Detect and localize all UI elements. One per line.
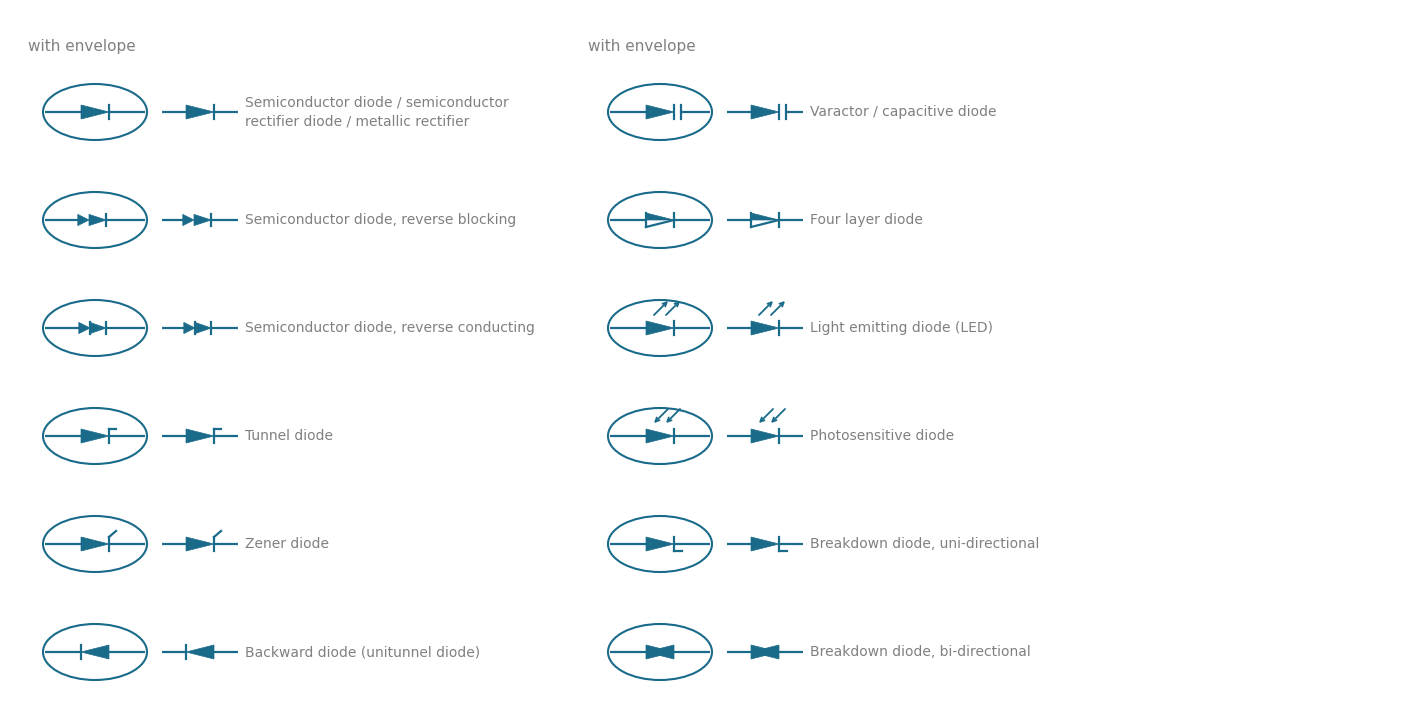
Text: Varactor / capacitive diode: Varactor / capacitive diode bbox=[810, 105, 996, 119]
Text: Semiconductor diode, reverse blocking: Semiconductor diode, reverse blocking bbox=[244, 213, 516, 227]
Polygon shape bbox=[184, 322, 195, 334]
Text: Photosensitive diode: Photosensitive diode bbox=[810, 429, 954, 443]
Polygon shape bbox=[750, 213, 779, 220]
Text: Breakdown diode, uni-directional: Breakdown diode, uni-directional bbox=[810, 537, 1040, 551]
Polygon shape bbox=[646, 645, 674, 659]
Polygon shape bbox=[187, 429, 213, 443]
Polygon shape bbox=[646, 213, 674, 220]
Polygon shape bbox=[81, 429, 109, 443]
Text: Light emitting diode (LED): Light emitting diode (LED) bbox=[810, 321, 993, 335]
Polygon shape bbox=[79, 322, 90, 334]
Polygon shape bbox=[750, 429, 779, 443]
Polygon shape bbox=[750, 105, 779, 119]
Polygon shape bbox=[750, 321, 779, 335]
Text: with envelope: with envelope bbox=[588, 40, 695, 54]
Polygon shape bbox=[646, 429, 674, 443]
Polygon shape bbox=[187, 105, 213, 119]
Polygon shape bbox=[750, 645, 779, 659]
Polygon shape bbox=[187, 537, 213, 551]
Text: Zener diode: Zener diode bbox=[244, 537, 329, 551]
Polygon shape bbox=[646, 321, 674, 335]
Polygon shape bbox=[78, 214, 89, 226]
Polygon shape bbox=[750, 645, 779, 659]
Polygon shape bbox=[90, 322, 106, 334]
Polygon shape bbox=[750, 537, 779, 551]
Polygon shape bbox=[89, 214, 106, 226]
Polygon shape bbox=[646, 105, 674, 119]
Text: with envelope: with envelope bbox=[28, 40, 136, 54]
Polygon shape bbox=[81, 645, 109, 659]
Polygon shape bbox=[182, 214, 194, 226]
Polygon shape bbox=[81, 537, 109, 551]
Text: Breakdown diode, bi-directional: Breakdown diode, bi-directional bbox=[810, 645, 1030, 659]
Text: Four layer diode: Four layer diode bbox=[810, 213, 923, 227]
Polygon shape bbox=[646, 537, 674, 551]
Polygon shape bbox=[195, 322, 211, 334]
Text: Semiconductor diode / semiconductor
rectifier diode / metallic rectifier: Semiconductor diode / semiconductor rect… bbox=[244, 96, 509, 128]
Text: Semiconductor diode, reverse conducting: Semiconductor diode, reverse conducting bbox=[244, 321, 536, 335]
Polygon shape bbox=[81, 105, 109, 119]
Text: Tunnel diode: Tunnel diode bbox=[244, 429, 333, 443]
Polygon shape bbox=[187, 645, 213, 659]
Polygon shape bbox=[646, 645, 674, 659]
Text: Backward diode (unitunnel diode): Backward diode (unitunnel diode) bbox=[244, 645, 480, 659]
Polygon shape bbox=[194, 214, 211, 226]
